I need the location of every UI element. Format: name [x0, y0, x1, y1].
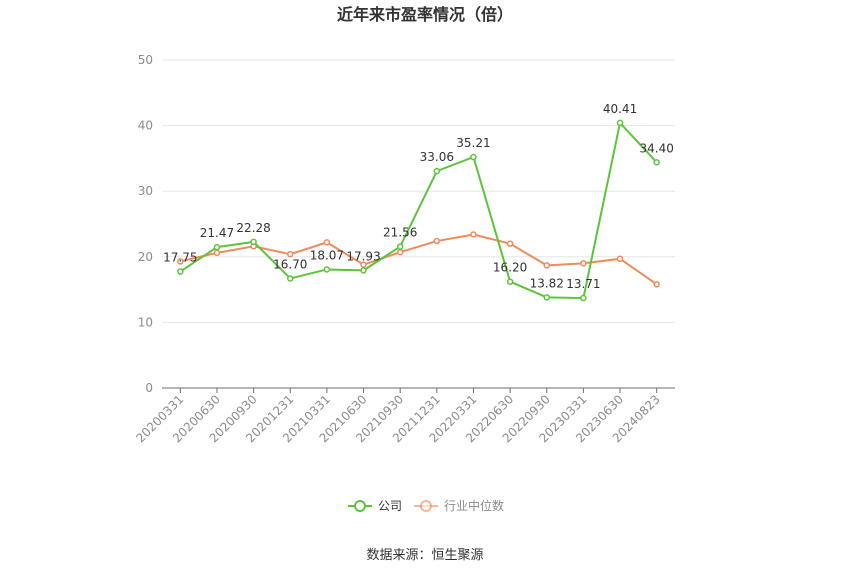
y-tick-label: 40 — [138, 119, 153, 133]
y-tick-label: 0 — [145, 381, 153, 395]
data-point — [287, 275, 294, 282]
y-tick-label: 10 — [138, 315, 153, 329]
y-tick-label: 30 — [138, 184, 153, 198]
data-point — [433, 167, 441, 175]
y-tick-label: 20 — [138, 250, 153, 264]
data-label: 22.28 — [236, 221, 270, 235]
data-label: 33.06 — [420, 150, 454, 164]
data-point — [177, 268, 184, 275]
data-label: 21.47 — [200, 226, 234, 240]
data-point — [616, 119, 624, 127]
data-point — [506, 278, 514, 285]
data-point — [653, 159, 660, 166]
data-point — [287, 250, 294, 258]
data-label: 40.41 — [603, 102, 637, 116]
legend-label[interactable]: 公司 — [378, 499, 402, 513]
data-point — [616, 255, 624, 263]
data-point — [250, 238, 257, 246]
data-point — [580, 294, 587, 302]
data-point — [506, 240, 514, 247]
data-label: 35.21 — [456, 136, 490, 150]
data-label: 34.40 — [639, 141, 673, 155]
data-point — [323, 266, 331, 273]
data-point — [177, 258, 184, 265]
data-label: 13.71 — [566, 277, 600, 291]
legend-marker[interactable] — [354, 500, 366, 512]
data-point — [360, 267, 367, 274]
data-point — [323, 239, 331, 246]
data-point — [543, 294, 550, 301]
gridlines — [162, 59, 675, 323]
data-label: 16.70 — [273, 257, 307, 271]
legend-marker[interactable] — [420, 500, 432, 512]
data-label: 13.82 — [530, 276, 564, 290]
data-point — [543, 262, 550, 269]
data-point — [213, 249, 221, 257]
legend-label[interactable]: 行业中位数 — [444, 498, 504, 513]
data-label: 16.20 — [493, 261, 527, 275]
data-point — [470, 231, 477, 238]
source-note: 数据来源：恒生聚源 — [366, 548, 483, 563]
data-point — [433, 237, 441, 245]
chart-title: 近年来市盈率情况（倍） — [337, 5, 513, 24]
data-point — [396, 243, 404, 250]
y-tick-label: 50 — [138, 53, 153, 67]
data-point — [580, 260, 587, 267]
data-point — [653, 281, 660, 288]
data-label: 17.93 — [346, 249, 380, 263]
data-label: 18.07 — [310, 248, 344, 262]
series-lines — [177, 119, 660, 302]
data-point — [470, 153, 477, 161]
data-label: 21.56 — [383, 226, 417, 240]
data-point — [396, 248, 404, 256]
data-point — [213, 243, 221, 251]
data-label: 17.75 — [163, 251, 197, 265]
series-line-company — [179, 121, 658, 300]
legend[interactable]: 公司 行业中位数 — [348, 498, 504, 513]
